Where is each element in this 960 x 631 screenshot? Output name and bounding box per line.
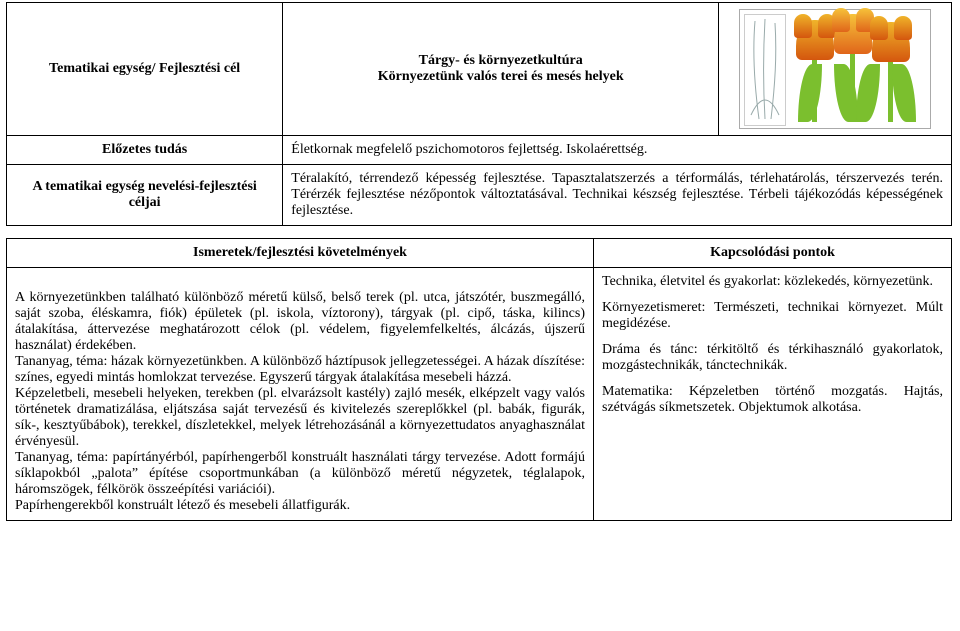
prior-knowledge-content-cell: Életkornak megfelelő pszichomotoros fejl… xyxy=(283,136,952,165)
connections-body-cell: Technika, életvitel és gyakorlat: közlek… xyxy=(594,268,952,521)
connections-p3: Dráma és tánc: térkitöltő és térkihaszná… xyxy=(602,342,943,374)
requirements-header-cell: Ismeretek/fejlesztési követelmények xyxy=(7,239,594,268)
unit-goals-content-cell: Téralakító, térrendező képesség fejleszt… xyxy=(283,165,952,226)
connections-header: Kapcsolódási pontok xyxy=(710,245,835,260)
unit-goals-label-cell: A tematikai egység nevelési-fejlesztési … xyxy=(7,165,283,226)
unit-header-table: Tematikai egység/ Fejlesztési cél Tárgy-… xyxy=(6,2,952,226)
tulip-painting xyxy=(788,10,930,128)
connections-p2: Környezetismeret: Természeti, technikai … xyxy=(602,300,943,332)
unit-goals-label: A tematikai egység nevelési-fejlesztési … xyxy=(32,179,256,210)
requirements-body-cell: A környezetünkben található különböző mé… xyxy=(7,268,594,521)
content-table: Ismeretek/fejlesztési követelmények Kapc… xyxy=(6,238,952,521)
unit-title-cell: Tárgy- és környezetkultúra Környezetünk … xyxy=(283,3,719,136)
requirements-header: Ismeretek/fejlesztési követelmények xyxy=(193,245,407,260)
unit-label-cell: Tematikai egység/ Fejlesztési cél xyxy=(7,3,283,136)
unit-title: Tárgy- és környezetkultúra Környezetünk … xyxy=(378,53,624,85)
requirements-body: A környezetünkben található különböző mé… xyxy=(15,290,585,513)
unit-goals-text: Téralakító, térrendező képesség fejleszt… xyxy=(291,171,943,218)
connections-p4: Matematika: Képzeletben történő mozgatás… xyxy=(602,384,943,416)
tulip-figure xyxy=(739,9,931,129)
prior-knowledge-label-cell: Előzetes tudás xyxy=(7,136,283,165)
sketch-panel xyxy=(744,14,786,126)
connections-header-cell: Kapcsolódási pontok xyxy=(594,239,952,268)
prior-knowledge-label: Előzetes tudás xyxy=(102,142,187,157)
unit-image-cell xyxy=(719,3,952,136)
prior-knowledge-text: Életkornak megfelelő pszichomotoros fejl… xyxy=(291,142,647,157)
unit-label: Tematikai egység/ Fejlesztési cél xyxy=(49,61,240,76)
connections-p1: Technika, életvitel és gyakorlat: közlek… xyxy=(602,274,943,290)
